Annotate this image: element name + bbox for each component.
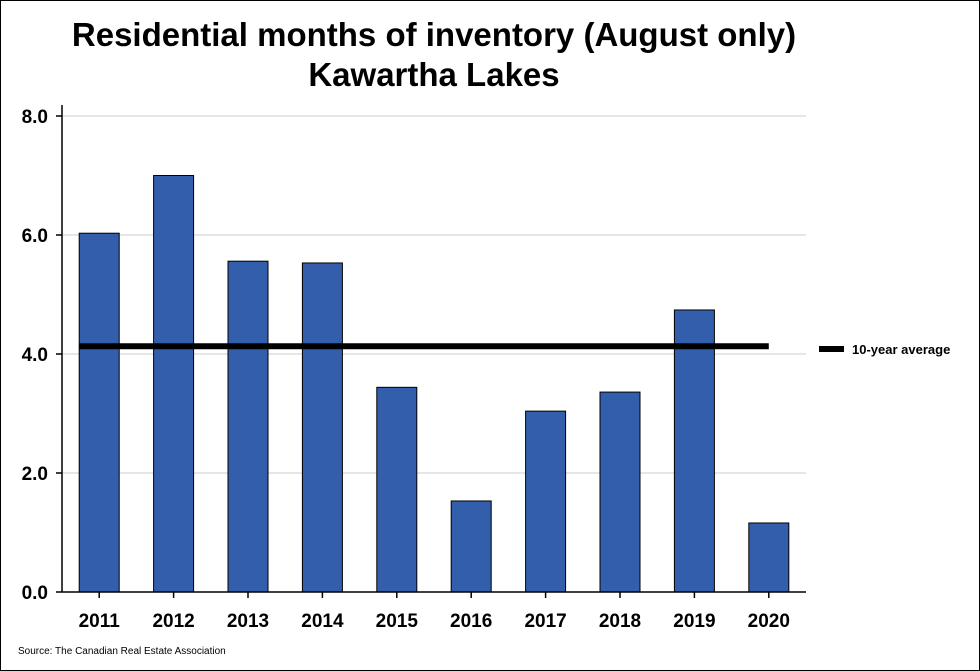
y-tick-label: 8.0: [22, 107, 48, 128]
y-tick-label: 0.0: [22, 583, 48, 604]
source-note: Source: The Canadian Real Estate Associa…: [18, 646, 226, 657]
x-tick-label: 2020: [748, 611, 790, 632]
x-tick-label: 2018: [599, 611, 641, 632]
x-tick-label: 2016: [450, 611, 492, 632]
y-tick-label: 2.0: [22, 464, 48, 485]
y-tick-labels: 0.0 2.0 4.0 6.0 8.0: [22, 107, 62, 604]
bar-2019: [673, 309, 715, 593]
y-tick-label: 6.0: [22, 226, 48, 247]
bar-2011: [78, 232, 120, 593]
x-tick-label: 2013: [227, 611, 269, 632]
y-tick-label: 4.0: [22, 345, 48, 366]
bar-2015: [376, 386, 418, 593]
chart-title: Residential months of inventory (August …: [71, 16, 797, 53]
bar-2012: [153, 175, 195, 593]
x-tick-label: 2011: [79, 611, 121, 632]
x-tick-label: 2017: [524, 611, 566, 632]
x-tick-label: 2014: [301, 611, 344, 632]
bar-2017: [525, 410, 567, 593]
x-tick-labels: 2011 2012 2013 2014 2015 2016 2017 2018 2019 2020: [79, 592, 790, 632]
bar-2013: [227, 260, 269, 593]
legend-label: 10-year average: [852, 342, 950, 357]
x-tick-label: 2012: [152, 611, 194, 632]
bar-2018: [599, 391, 641, 593]
bar-2020: [748, 522, 790, 593]
bar-2014: [301, 262, 343, 593]
x-tick-label: 2015: [376, 611, 419, 632]
chart-subtitle: Kawartha Lakes: [308, 56, 560, 93]
bar-2016: [450, 500, 492, 593]
x-tick-label: 2019: [673, 611, 715, 632]
legend: 10-year average: [819, 342, 950, 357]
axes: [61, 105, 806, 593]
bars: [78, 175, 790, 593]
